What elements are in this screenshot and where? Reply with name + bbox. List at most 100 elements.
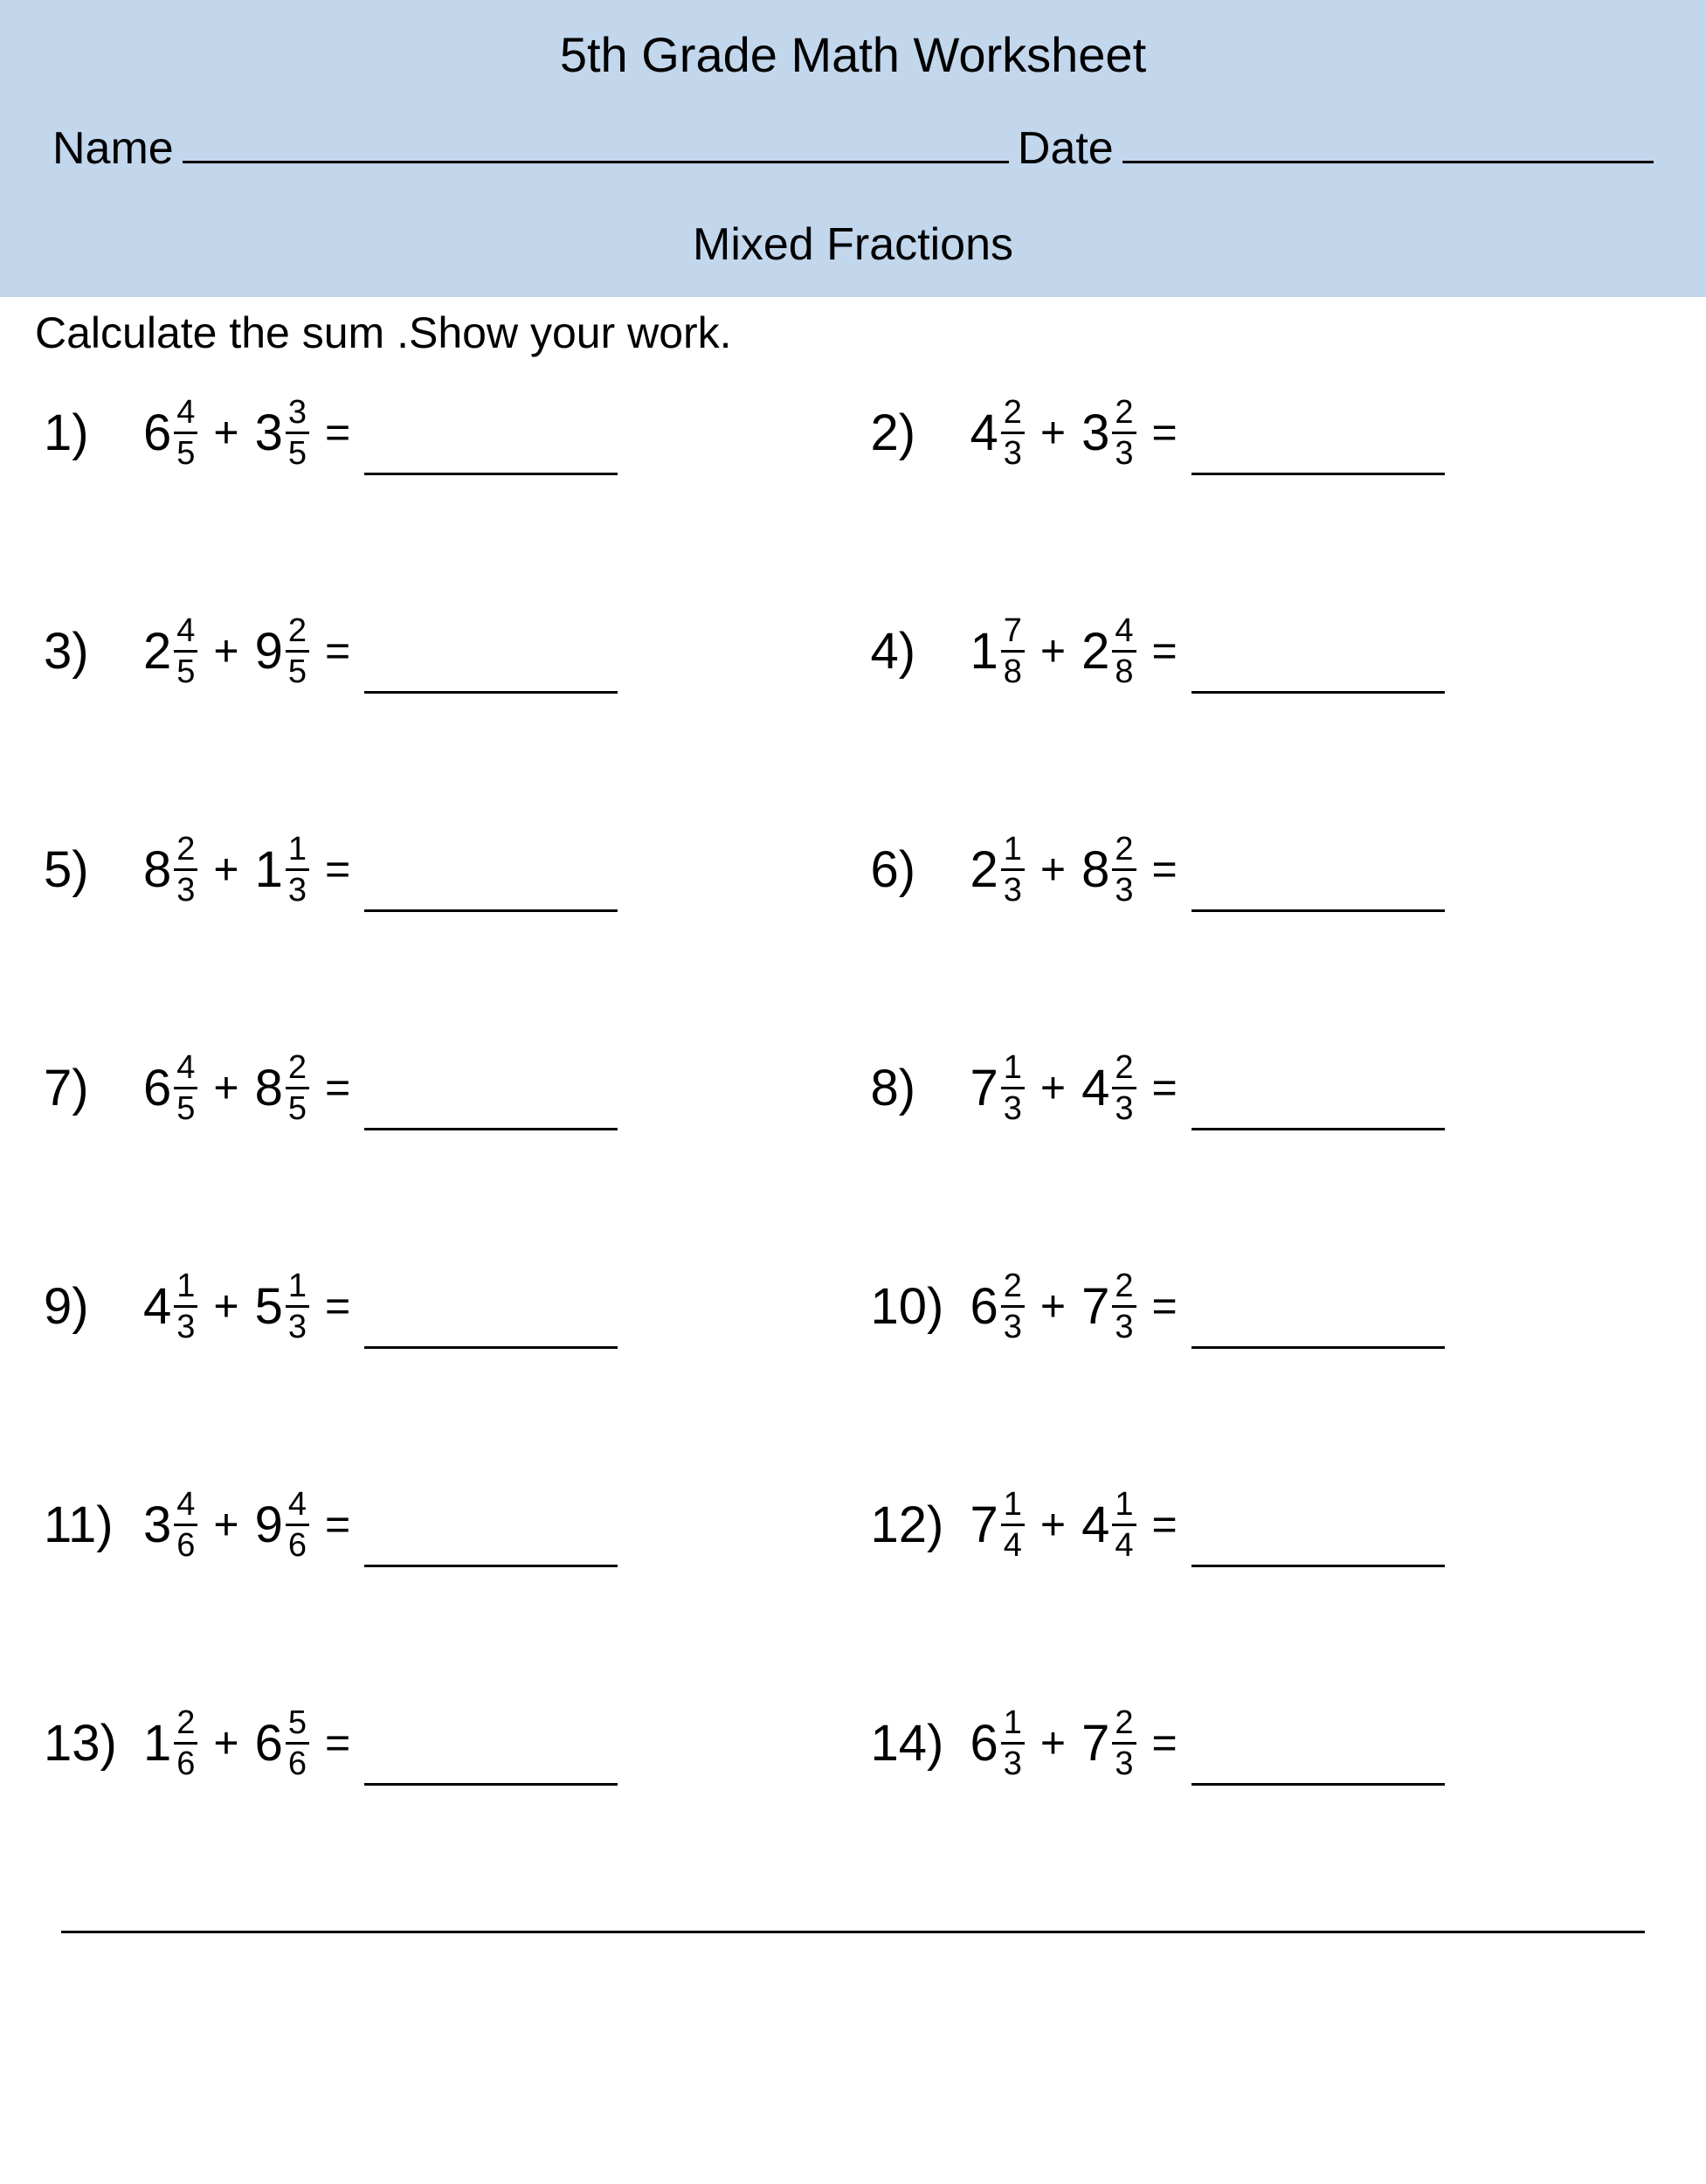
- numerator: 4: [174, 396, 197, 432]
- mixed-number: 414: [1081, 1488, 1136, 1562]
- date-label: Date: [1018, 122, 1114, 175]
- problem-number: 9): [35, 1277, 140, 1336]
- numerator: 2: [1112, 396, 1136, 432]
- worksheet-header: 5th Grade Math Worksheet Name Date Mixed…: [0, 0, 1706, 297]
- denominator: 6: [286, 1745, 309, 1780]
- problem-number: 5): [35, 840, 140, 899]
- numerator: 1: [1112, 1488, 1136, 1524]
- numerator: 2: [286, 1051, 309, 1087]
- equals-sign: =: [1152, 625, 1178, 676]
- mixed-number: 825: [255, 1051, 309, 1125]
- denominator: 6: [174, 1745, 197, 1780]
- numerator: 1: [174, 1269, 197, 1305]
- answer-input-line[interactable]: [364, 860, 618, 912]
- denominator: 3: [174, 871, 197, 907]
- whole-part: 7: [1081, 1714, 1109, 1773]
- denominator: 3: [1001, 1308, 1025, 1344]
- numerator: 2: [174, 1706, 197, 1742]
- mixed-number: 714: [970, 1488, 1025, 1562]
- whole-part: 8: [143, 840, 171, 899]
- numerator: 2: [1001, 1269, 1025, 1305]
- plus-operator: +: [1040, 1281, 1066, 1331]
- fraction-part: 13: [1001, 1706, 1025, 1780]
- answer-input-line[interactable]: [364, 1515, 618, 1567]
- equals-sign: =: [325, 407, 350, 458]
- plus-operator: +: [213, 625, 238, 676]
- problem-number: 14): [862, 1714, 967, 1773]
- answer-input-line[interactable]: [364, 641, 618, 694]
- answer-input-line[interactable]: [1191, 1078, 1445, 1130]
- fraction-part: 23: [1001, 1269, 1025, 1344]
- denominator: 8: [1112, 653, 1136, 688]
- problem-row: 10)623+723=: [862, 1258, 1672, 1354]
- fraction-part: 45: [174, 396, 197, 470]
- plus-operator: +: [213, 1281, 238, 1331]
- whole-part: 7: [970, 1496, 998, 1554]
- answer-input-line[interactable]: [364, 1733, 618, 1786]
- problem-number: 12): [862, 1496, 967, 1554]
- answer-input-line[interactable]: [364, 1078, 618, 1130]
- plus-operator: +: [1040, 407, 1066, 458]
- answer-input-line[interactable]: [1191, 423, 1445, 475]
- whole-part: 4: [1081, 1059, 1109, 1117]
- whole-part: 6: [143, 404, 171, 462]
- instruction-text: Calculate the sum .Show your work.: [0, 297, 1706, 384]
- answer-input-line[interactable]: [364, 1296, 618, 1349]
- mixed-number: 513: [255, 1269, 309, 1344]
- name-label: Name: [52, 122, 174, 175]
- whole-part: 1: [970, 622, 998, 681]
- numerator: 3: [286, 396, 309, 432]
- numerator: 1: [286, 1269, 309, 1305]
- whole-part: 6: [970, 1714, 998, 1773]
- fraction-part: 13: [174, 1269, 197, 1344]
- mixed-number: 645: [143, 396, 197, 470]
- mixed-number: 335: [255, 396, 309, 470]
- fraction-part: 23: [174, 833, 197, 907]
- denominator: 3: [1112, 434, 1136, 470]
- denominator: 4: [1112, 1526, 1136, 1562]
- plus-operator: +: [213, 844, 238, 895]
- equals-sign: =: [1152, 1281, 1178, 1331]
- equals-sign: =: [1152, 1717, 1178, 1768]
- equals-sign: =: [1152, 1062, 1178, 1113]
- whole-part: 6: [255, 1714, 283, 1773]
- numerator: 1: [1001, 1488, 1025, 1524]
- fraction-part: 45: [174, 1051, 197, 1125]
- date-input-line[interactable]: [1122, 118, 1654, 163]
- problem-row: 3)245+925=: [35, 603, 845, 699]
- fraction-part: 13: [286, 1269, 309, 1344]
- denominator: 3: [1112, 1308, 1136, 1344]
- denominator: 5: [174, 1089, 197, 1125]
- mixed-number: 823: [143, 833, 197, 907]
- problem-number: 11): [35, 1496, 140, 1554]
- denominator: 6: [174, 1526, 197, 1562]
- whole-part: 4: [143, 1277, 171, 1336]
- denominator: 3: [286, 1308, 309, 1344]
- answer-input-line[interactable]: [364, 423, 618, 475]
- answer-input-line[interactable]: [1191, 860, 1445, 912]
- answer-input-line[interactable]: [1191, 1733, 1445, 1786]
- problem-row: 12)714+414=: [862, 1476, 1672, 1572]
- denominator: 3: [1112, 1745, 1136, 1780]
- denominator: 5: [286, 653, 309, 688]
- mixed-number: 656: [255, 1706, 309, 1780]
- whole-part: 2: [970, 840, 998, 899]
- problem-row: 1)645+335=: [35, 384, 845, 480]
- plus-operator: +: [213, 407, 238, 458]
- denominator: 3: [286, 871, 309, 907]
- denominator: 3: [1001, 1089, 1025, 1125]
- problems-grid: 1)645+335=2)423+323=3)245+925=4)178+248=…: [0, 384, 1706, 1791]
- denominator: 3: [1112, 1089, 1136, 1125]
- fraction-part: 45: [174, 614, 197, 688]
- worksheet-title: 5th Grade Math Worksheet: [52, 26, 1654, 83]
- mixed-number: 713: [970, 1051, 1025, 1125]
- equals-sign: =: [1152, 407, 1178, 458]
- name-input-line[interactable]: [183, 118, 1009, 163]
- numerator: 2: [1112, 833, 1136, 868]
- numerator: 7: [1001, 614, 1025, 650]
- answer-input-line[interactable]: [1191, 1296, 1445, 1349]
- answer-input-line[interactable]: [1191, 1515, 1445, 1567]
- problem-row: 5)823+113=: [35, 821, 845, 917]
- fraction-part: 35: [286, 396, 309, 470]
- answer-input-line[interactable]: [1191, 641, 1445, 694]
